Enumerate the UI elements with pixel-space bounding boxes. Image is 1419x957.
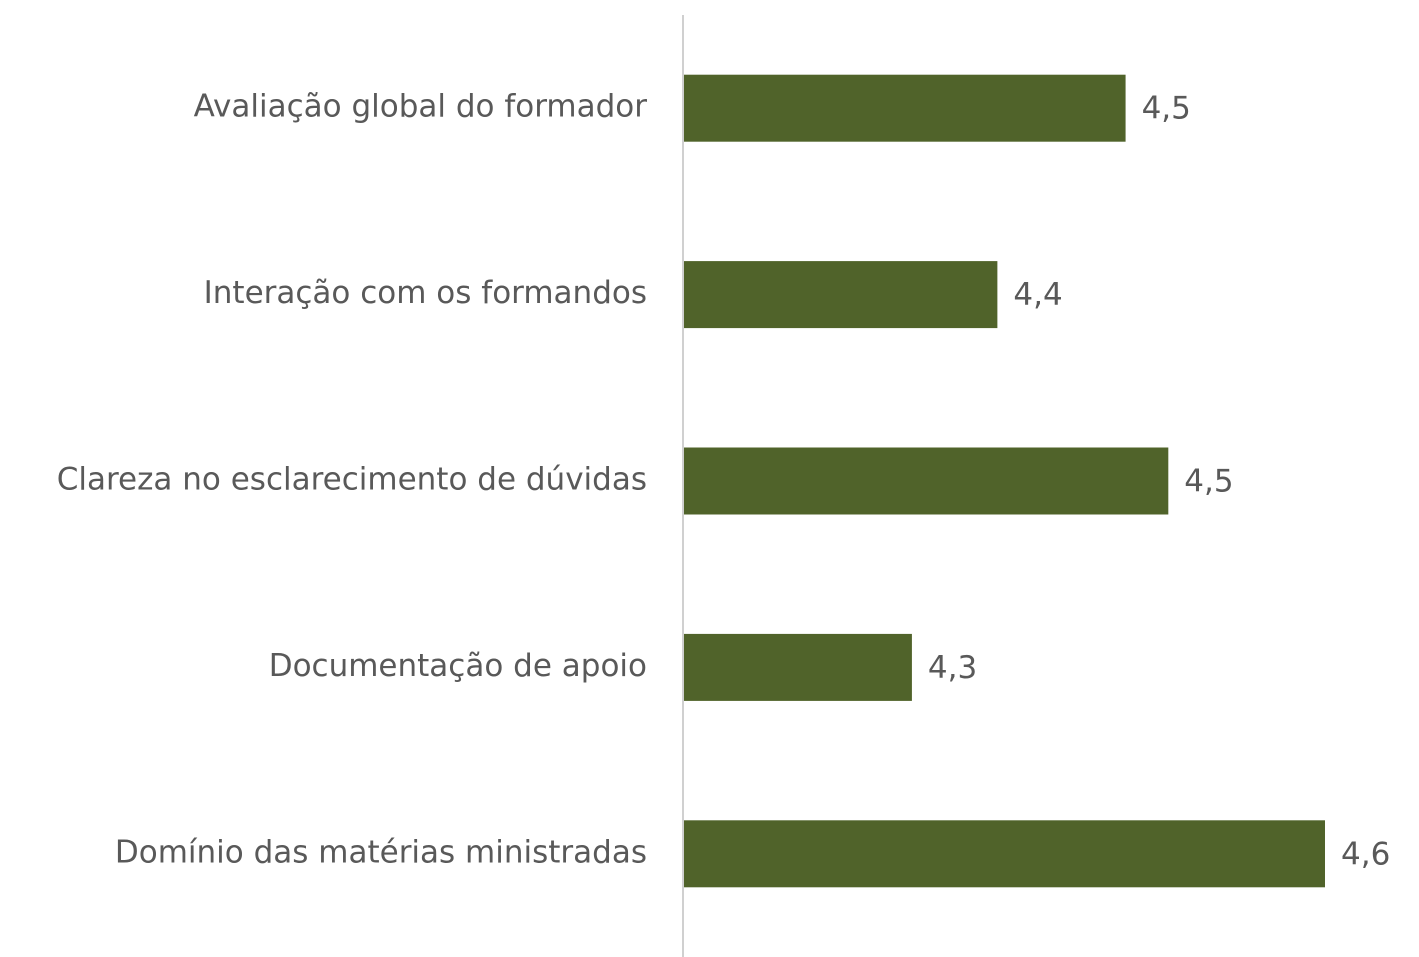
category-label: Documentação de apoio [269, 648, 647, 684]
category-label: Avaliação global do formador [194, 89, 648, 125]
category-label: Interação com os formandos [204, 275, 647, 311]
category-label: Clareza no esclarecimento de dúvidas [57, 462, 647, 498]
bar [684, 74, 1126, 142]
value-label: 4,4 [1013, 277, 1062, 313]
value-label: 4,3 [928, 650, 977, 686]
bar [684, 820, 1325, 888]
value-label: 4,5 [1142, 91, 1191, 127]
value-label: 4,5 [1184, 464, 1233, 500]
value-label: 4,6 [1341, 836, 1390, 872]
category-label: Domínio das matérias ministradas [115, 834, 647, 870]
bar [684, 447, 1169, 515]
bar [684, 633, 912, 701]
bar [684, 261, 998, 329]
